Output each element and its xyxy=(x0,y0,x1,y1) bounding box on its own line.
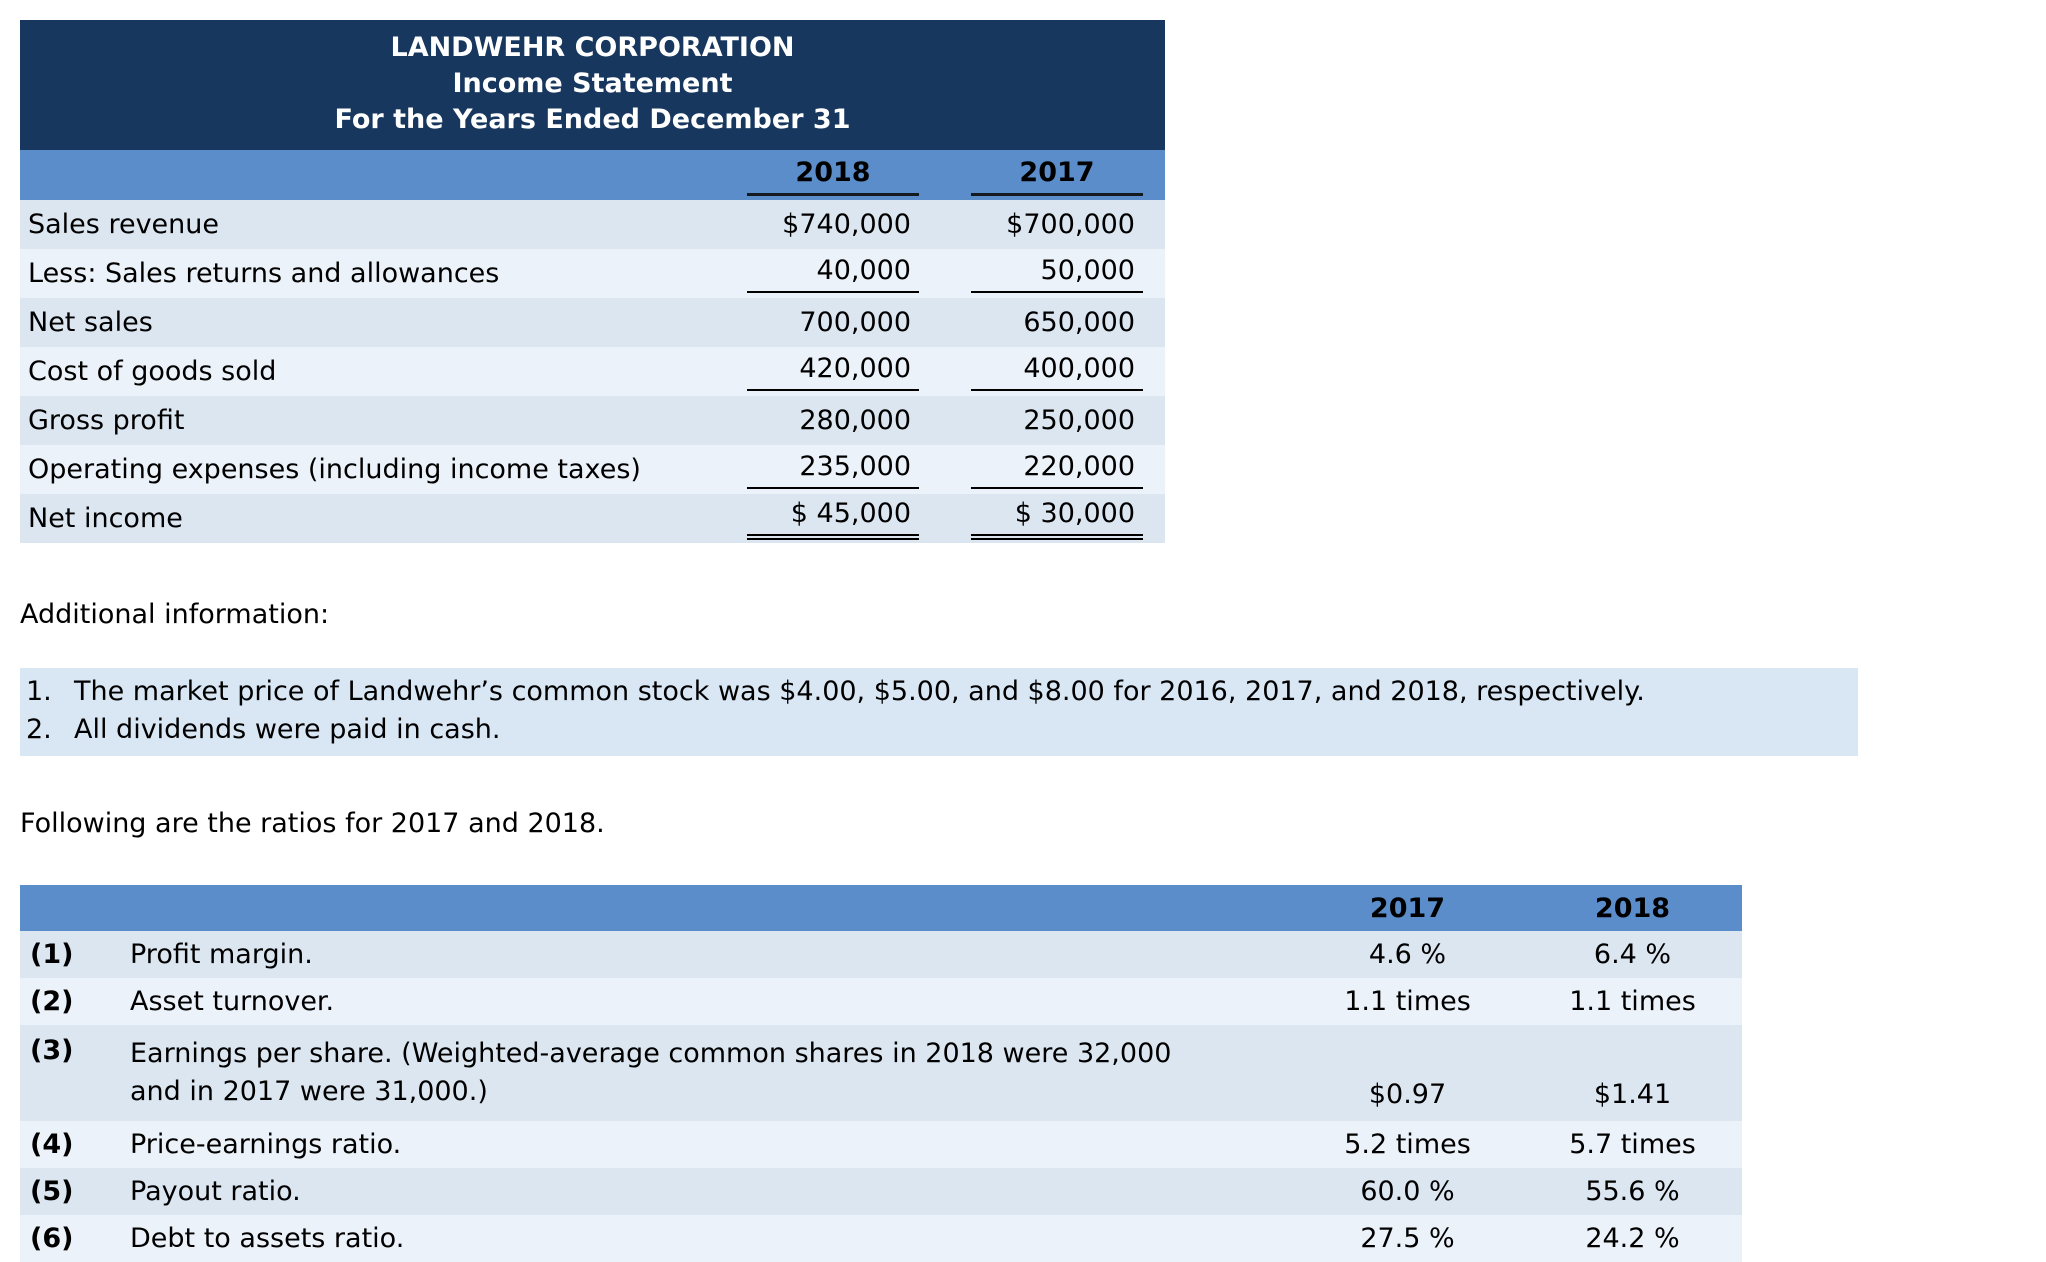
amount-2018: 235,000 xyxy=(747,451,919,489)
additional-info-list: 1. The market price of Landwehr’s common… xyxy=(20,668,1858,756)
row-label: Net sales xyxy=(28,307,153,338)
row-label: Gross profit xyxy=(28,405,185,436)
table-row: Cost of goods sold 420,000 400,000 xyxy=(20,347,1165,396)
row-label: Cost of goods sold xyxy=(28,356,277,387)
amount-2018: $ 45,000 xyxy=(747,498,919,540)
value-2017: 5.2 times xyxy=(1344,1129,1471,1160)
row-label: Sales revenue xyxy=(28,209,219,240)
income-statement-column-headers: 2018 2017 xyxy=(20,150,1165,200)
value-2018: 1.1 times xyxy=(1569,986,1696,1017)
amount-2018: 280,000 xyxy=(747,405,919,436)
amount-2017: 220,000 xyxy=(971,451,1143,489)
row-label: Less: Sales returns and allowances xyxy=(28,258,500,289)
amount-value: 400,000 xyxy=(971,353,1143,391)
statement-title: Income Statement xyxy=(452,68,733,99)
list-item-number: 2. xyxy=(26,714,52,745)
ratios-intro-text: Following are the ratios for 2017 and 20… xyxy=(20,808,605,839)
row-label: Asset turnover. xyxy=(130,986,335,1017)
company-name: LANDWEHR CORPORATION xyxy=(390,32,795,63)
column-header-2017: 2017 xyxy=(971,157,1143,196)
table-row: (5) Payout ratio. 60.0 % 55.6 % xyxy=(20,1168,1742,1215)
row-label: Payout ratio. xyxy=(130,1176,301,1207)
row-label: Profit margin. xyxy=(130,939,313,970)
statement-period: For the Years Ended December 31 xyxy=(334,104,851,135)
value-2018: 5.7 times xyxy=(1569,1129,1696,1160)
list-item-text: The market price of Landwehr’s common st… xyxy=(74,676,1645,707)
list-item: 1. The market price of Landwehr’s common… xyxy=(20,673,1858,711)
row-number: (3) xyxy=(30,1035,74,1066)
column-header-2017: 2017 xyxy=(1369,892,1446,924)
row-number: (6) xyxy=(30,1223,74,1254)
amount-2018: 700,000 xyxy=(747,307,919,338)
amount-value: 40,000 xyxy=(747,255,919,293)
income-statement-table: LANDWEHR CORPORATION Income Statement Fo… xyxy=(20,20,1165,543)
amount-2018: 40,000 xyxy=(747,255,919,293)
amount-value: 220,000 xyxy=(971,451,1143,489)
value-2017: 27.5 % xyxy=(1360,1223,1455,1254)
value-2018: 6.4 % xyxy=(1593,939,1672,970)
additional-info-heading: Additional information: xyxy=(20,599,330,630)
row-label: Price-earnings ratio. xyxy=(130,1129,402,1160)
year-label: 2018 xyxy=(747,157,919,196)
amount-value: $ 30,000 xyxy=(971,498,1143,540)
amount-value: 250,000 xyxy=(1023,405,1135,436)
amount-value: $ 45,000 xyxy=(747,498,919,540)
table-row: (3) Earnings per share. (Weighted-averag… xyxy=(20,1025,1742,1121)
row-label: Operating expenses (including income tax… xyxy=(28,454,641,485)
table-row: Net sales 700,000 650,000 xyxy=(20,298,1165,347)
row-label: Debt to assets ratio. xyxy=(130,1223,405,1254)
row-number: (1) xyxy=(30,939,74,970)
income-statement-header: LANDWEHR CORPORATION Income Statement Fo… xyxy=(20,20,1165,150)
amount-value: $740,000 xyxy=(782,209,911,240)
value-2018: 24.2 % xyxy=(1585,1223,1680,1254)
value-2018: 55.6 % xyxy=(1585,1176,1680,1207)
row-number: (5) xyxy=(30,1176,74,1207)
table-row: Operating expenses (including income tax… xyxy=(20,445,1165,494)
amount-2018: 420,000 xyxy=(747,353,919,391)
table-row: (4) Price-earnings ratio. 5.2 times 5.7 … xyxy=(20,1121,1742,1168)
row-label-line-1: Earnings per share. (Weighted-average co… xyxy=(130,1038,1172,1069)
amount-2017: $700,000 xyxy=(971,209,1143,240)
amount-2017: 50,000 xyxy=(971,255,1143,293)
table-row: Gross profit 280,000 250,000 xyxy=(20,396,1165,445)
table-row: Sales revenue $740,000 $700,000 xyxy=(20,200,1165,249)
row-number: (2) xyxy=(30,986,74,1017)
amount-value: $700,000 xyxy=(1006,209,1135,240)
value-2017: $0.97 xyxy=(1368,1079,1447,1110)
value-2018: $1.41 xyxy=(1593,1079,1672,1110)
value-2017: 4.6 % xyxy=(1368,939,1447,970)
column-header-2018: 2018 xyxy=(747,157,919,196)
row-number: (4) xyxy=(30,1129,74,1160)
amount-value: 650,000 xyxy=(1023,307,1135,338)
row-label: Earnings per share. (Weighted-average co… xyxy=(84,1029,1310,1117)
list-item-text: All dividends were paid in cash. xyxy=(74,714,501,745)
amount-value: 50,000 xyxy=(971,255,1143,293)
amount-value: 280,000 xyxy=(799,405,911,436)
table-row: (6) Debt to assets ratio. 27.5 % 24.2 % xyxy=(20,1215,1742,1262)
ratios-column-headers: 2017 2018 xyxy=(20,885,1742,931)
amount-2017: $ 30,000 xyxy=(971,498,1143,540)
year-label: 2017 xyxy=(971,157,1143,196)
value-2017: 60.0 % xyxy=(1360,1176,1455,1207)
amount-2017: 250,000 xyxy=(971,405,1143,436)
amount-value: 420,000 xyxy=(747,353,919,391)
list-item-number: 1. xyxy=(26,676,52,707)
ratios-table: 2017 2018 (1) Profit margin. 4.6 % 6.4 %… xyxy=(20,885,1742,1262)
amount-value: 235,000 xyxy=(747,451,919,489)
list-item: 2. All dividends were paid in cash. xyxy=(20,711,1858,749)
table-row: (1) Profit margin. 4.6 % 6.4 % xyxy=(20,931,1742,978)
amount-2017: 650,000 xyxy=(971,307,1143,338)
table-row: Less: Sales returns and allowances 40,00… xyxy=(20,249,1165,298)
amount-value: 700,000 xyxy=(799,307,911,338)
amount-2017: 400,000 xyxy=(971,353,1143,391)
table-row: Net income $ 45,000 $ 30,000 xyxy=(20,494,1165,543)
row-label: Net income xyxy=(28,503,183,534)
table-row: (2) Asset turnover. 1.1 times 1.1 times xyxy=(20,978,1742,1025)
column-header-2018: 2018 xyxy=(1594,892,1671,924)
amount-2018: $740,000 xyxy=(747,209,919,240)
row-label-line-2: and in 2017 were 31,000.) xyxy=(130,1076,488,1107)
value-2017: 1.1 times xyxy=(1344,986,1471,1017)
